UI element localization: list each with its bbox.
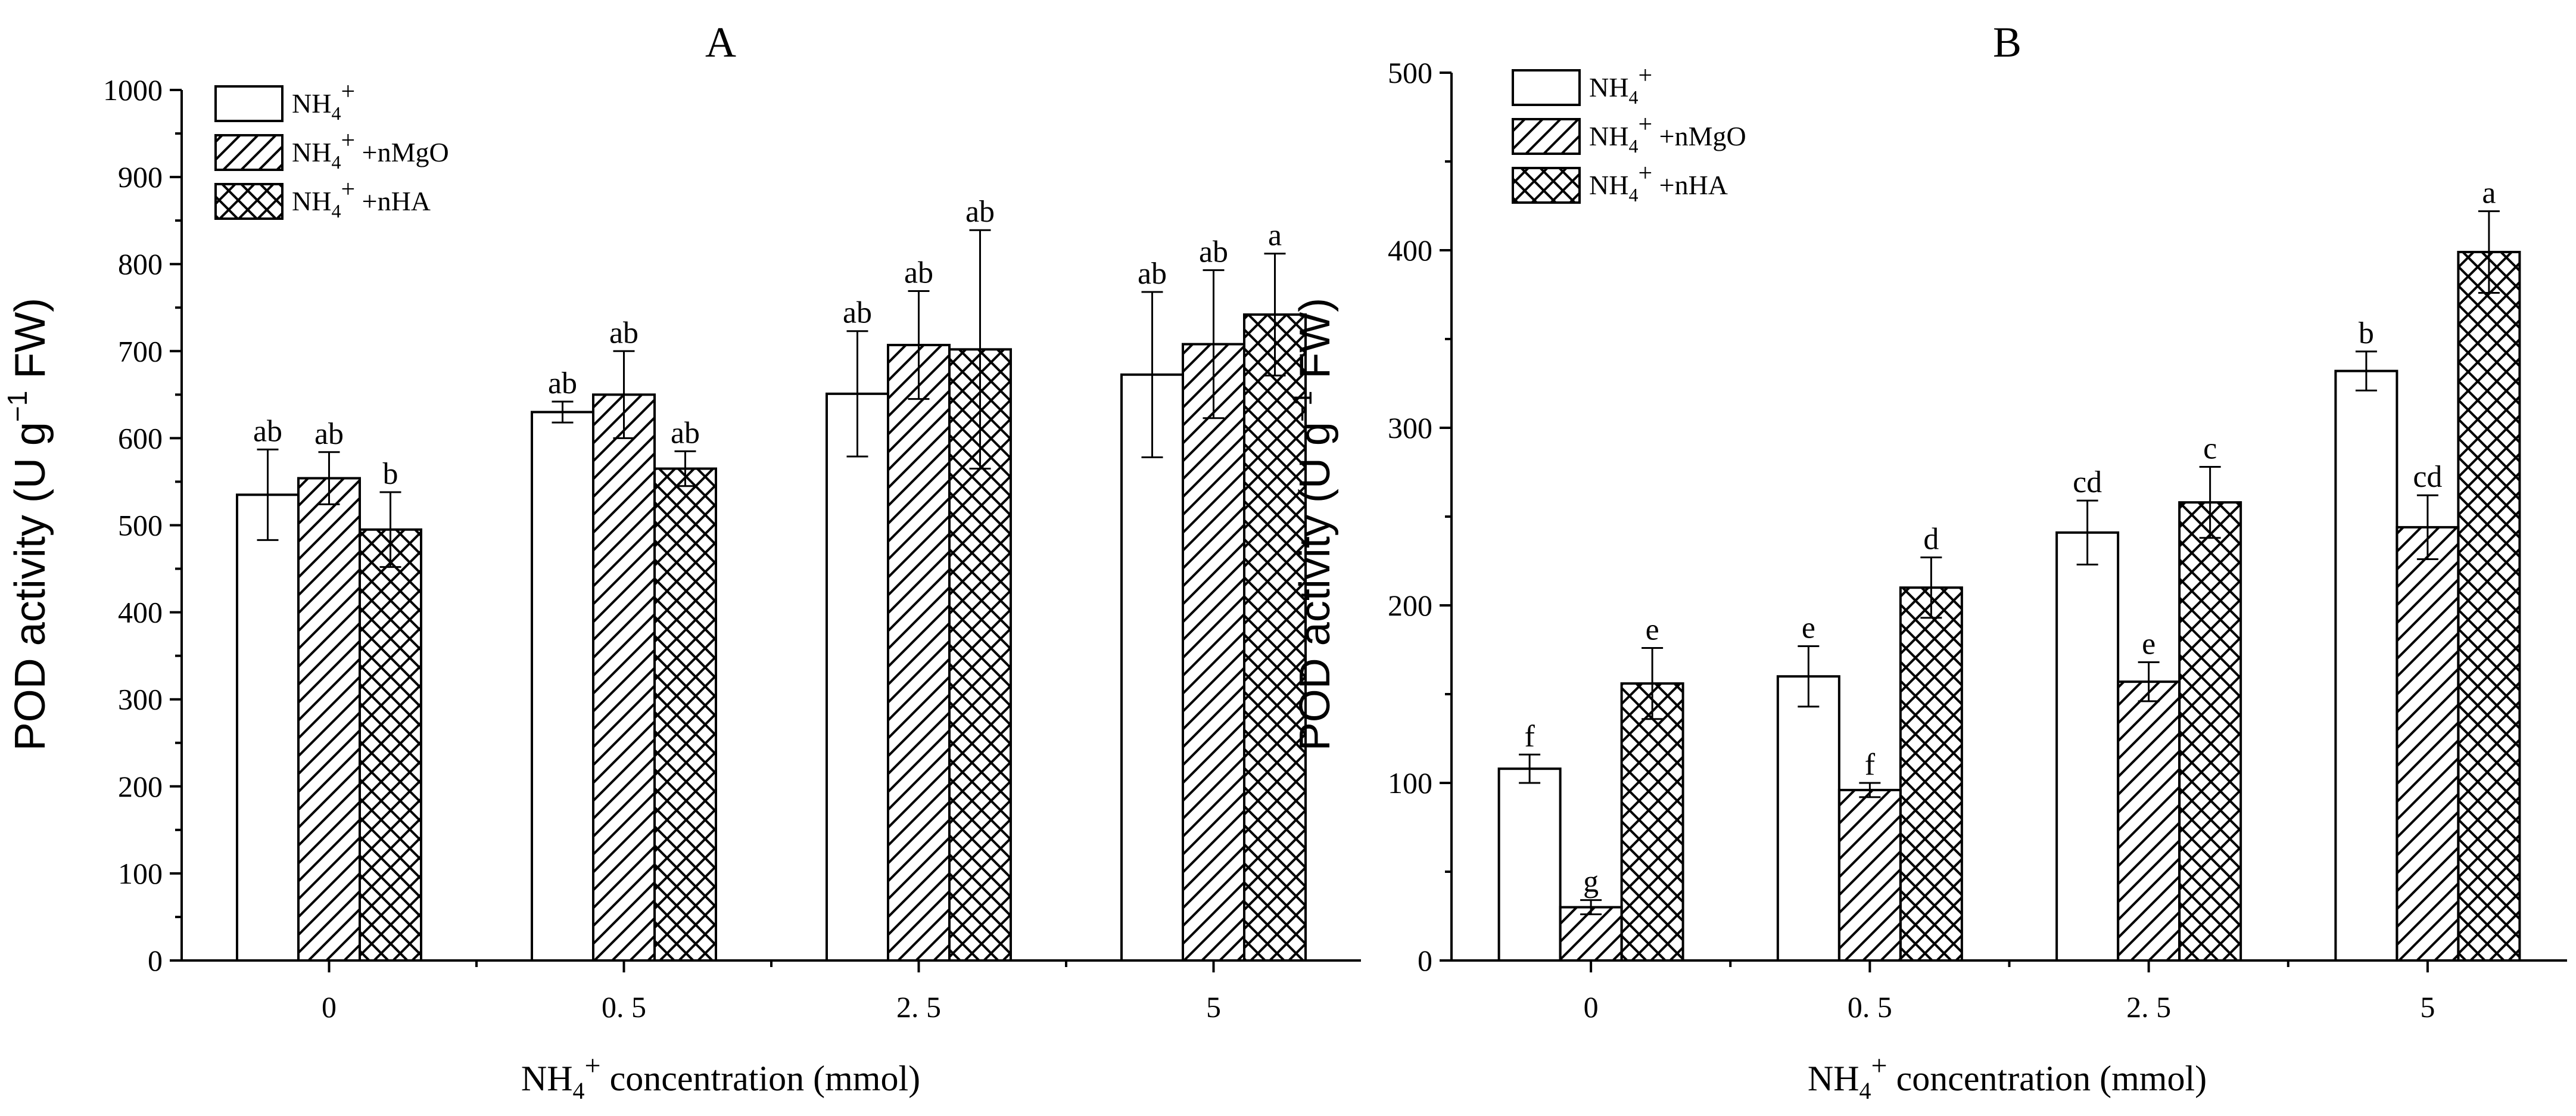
significance-label: ab bbox=[314, 417, 344, 451]
significance-label: ab bbox=[609, 316, 638, 350]
y-tick-label: 800 bbox=[118, 247, 163, 281]
x-tick-label: 0 bbox=[1584, 990, 1599, 1024]
bar bbox=[2117, 680, 2181, 962]
significance-label: ab bbox=[843, 296, 872, 330]
significance-label: b bbox=[2359, 316, 2374, 350]
bar bbox=[1559, 906, 1623, 962]
legend-entry: NH4+ bbox=[1589, 62, 1652, 108]
significance-label: ab bbox=[548, 366, 577, 400]
bar bbox=[1120, 373, 1184, 962]
y-tick-label: 1000 bbox=[103, 73, 163, 107]
y-tick-label: 500 bbox=[118, 509, 163, 542]
bar bbox=[297, 477, 361, 962]
bar bbox=[1620, 682, 1684, 962]
panel-b: B 0 100 200 300 400 500 0 0. 5 2. 5 5 f e cd b g f e cd e d c… bbox=[1287, 18, 2567, 1104]
bar bbox=[826, 392, 889, 962]
significance-label: cd bbox=[2413, 460, 2442, 494]
significance-label: g bbox=[1583, 865, 1599, 899]
bar bbox=[653, 467, 717, 962]
legend-swatch bbox=[214, 85, 284, 122]
panel-title: A bbox=[705, 18, 736, 66]
significance-label: ab bbox=[965, 195, 995, 229]
y-tick-label: 100 bbox=[1388, 766, 1432, 800]
y-tick-label: 0 bbox=[1418, 944, 1432, 977]
x-tick-label: 5 bbox=[1206, 990, 1221, 1024]
panel-a: A 0 100 200 300 400 500 600 700 800 900 1000 0 0. 5 2.… bbox=[2, 18, 1361, 1104]
significance-label: f bbox=[1865, 748, 1876, 782]
bar bbox=[1776, 675, 1840, 962]
bar bbox=[887, 344, 951, 962]
significance-label: f bbox=[1524, 719, 1535, 753]
legend-entry: NH4+ bbox=[292, 78, 355, 124]
significance-label: e bbox=[1802, 611, 1815, 645]
y-tick-label: 400 bbox=[118, 596, 163, 629]
significance-label: ab bbox=[253, 414, 282, 448]
y-tick-label: 900 bbox=[118, 160, 163, 194]
x-tick-label: 0. 5 bbox=[602, 990, 646, 1024]
significance-label: a bbox=[1268, 219, 1282, 253]
bar bbox=[531, 411, 594, 962]
legend-entry: NH4+ +nHA bbox=[1589, 160, 1728, 206]
significance-label: e bbox=[1646, 613, 1659, 647]
significance-label: ab bbox=[904, 256, 933, 290]
bar bbox=[1497, 767, 1562, 962]
bar bbox=[359, 528, 422, 962]
bar bbox=[2178, 501, 2242, 962]
significance-label: ab bbox=[671, 416, 700, 450]
y-tick-label: 0 bbox=[148, 944, 163, 977]
significance-label: ab bbox=[1199, 235, 1228, 269]
panel-title: B bbox=[1993, 18, 2021, 66]
bar bbox=[592, 393, 656, 962]
x-axis-title: NH4+ concentration (mmol) bbox=[1808, 1050, 2207, 1104]
legend-swatch bbox=[214, 183, 284, 220]
bar bbox=[2334, 369, 2399, 962]
y-tick-label: 400 bbox=[1388, 234, 1432, 267]
legend-entry: NH4+ +nHA bbox=[292, 176, 431, 222]
x-tick-label: 5 bbox=[2420, 990, 2435, 1024]
significance-label: b bbox=[383, 457, 398, 491]
x-tick-label: 2. 5 bbox=[896, 990, 941, 1024]
y-axis-title: POD activity (U g−1 FW) bbox=[2, 298, 54, 751]
y-tick-label: 100 bbox=[118, 857, 163, 890]
legend-swatch bbox=[1512, 118, 1581, 155]
y-tick-label: 700 bbox=[118, 334, 163, 368]
significance-label: c bbox=[2203, 432, 2217, 466]
bar bbox=[2396, 526, 2460, 962]
y-tick-label: 500 bbox=[1388, 56, 1432, 89]
y-tick-label: 200 bbox=[118, 770, 163, 803]
bar bbox=[1182, 343, 1245, 962]
significance-label: d bbox=[1923, 523, 1939, 557]
y-tick-label: 600 bbox=[118, 421, 163, 455]
legend-swatch bbox=[1512, 69, 1581, 106]
bar bbox=[2457, 250, 2521, 962]
legend-entry: NH4+ +nMgO bbox=[292, 127, 449, 173]
y-tick-label: 300 bbox=[118, 683, 163, 716]
y-tick-label: 200 bbox=[1388, 589, 1432, 622]
bar bbox=[1837, 788, 1902, 962]
legend-swatch bbox=[214, 134, 284, 171]
x-tick-label: 2. 5 bbox=[2126, 990, 2171, 1024]
y-axis-title: POD activity (U g−1 FW) bbox=[1287, 298, 1339, 751]
x-tick-label: 0. 5 bbox=[1848, 990, 1892, 1024]
significance-label: ab bbox=[1138, 257, 1167, 291]
legend-entry: NH4+ +nMgO bbox=[1589, 111, 1746, 157]
legend-swatch bbox=[1512, 167, 1581, 204]
y-tick-label: 300 bbox=[1388, 411, 1432, 444]
bar bbox=[2055, 531, 2120, 962]
bar bbox=[1899, 586, 1963, 962]
x-axis-title: NH4+ concentration (mmol) bbox=[521, 1050, 920, 1104]
significance-label: cd bbox=[2073, 465, 2102, 499]
x-tick-label: 0 bbox=[322, 990, 337, 1024]
bar bbox=[236, 493, 300, 962]
significance-label: e bbox=[2142, 627, 2156, 661]
significance-label: a bbox=[2482, 176, 2496, 210]
